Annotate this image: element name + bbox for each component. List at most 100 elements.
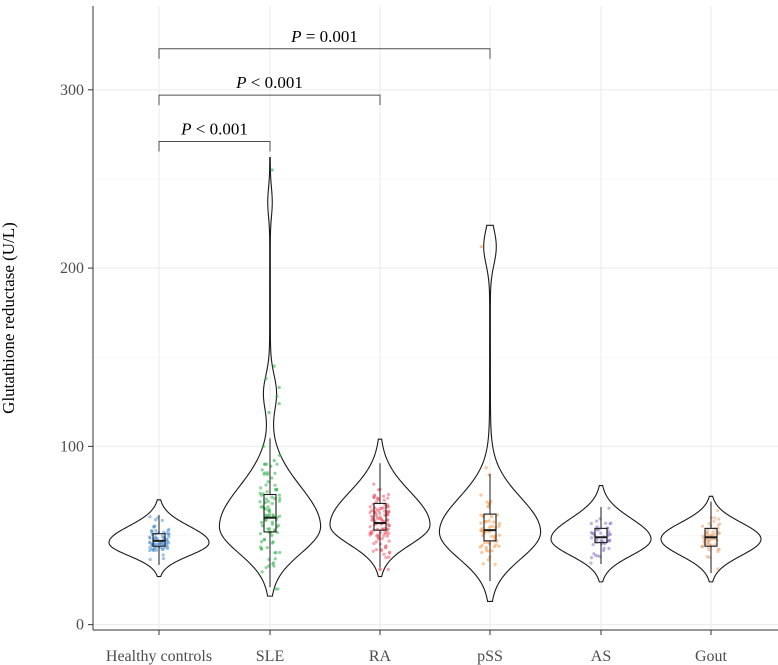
data-point <box>492 545 497 549</box>
data-point <box>153 518 158 522</box>
data-point <box>608 522 612 526</box>
data-point <box>707 521 711 525</box>
y-tick-label: 300 <box>60 82 84 99</box>
data-point <box>368 505 372 509</box>
x-tick-label: RA <box>369 648 392 665</box>
data-point <box>372 495 376 500</box>
data-point <box>266 505 270 509</box>
data-point <box>489 515 494 519</box>
data-point <box>149 529 154 533</box>
data-point <box>716 523 720 527</box>
data-point <box>497 533 502 537</box>
data-point <box>262 538 266 542</box>
significance-bracket: P < 0.001 <box>158 73 381 106</box>
data-point <box>607 530 611 534</box>
data-point <box>160 518 164 522</box>
violin-group <box>108 499 210 578</box>
data-point <box>277 401 281 406</box>
y-tick-label: 0 <box>76 617 84 634</box>
data-point <box>264 497 269 501</box>
data-point <box>278 550 282 555</box>
y-axis-title: Glutathione reductase (U/L) <box>0 222 18 414</box>
violin-group <box>438 224 542 603</box>
significance-bracket: P = 0.001 <box>158 27 491 59</box>
data-point <box>265 513 269 517</box>
data-point <box>713 516 717 520</box>
data-point <box>382 533 386 538</box>
data-point <box>479 521 483 525</box>
data-point <box>604 521 608 525</box>
data-point <box>607 539 612 543</box>
data-point <box>602 548 606 553</box>
data-point <box>275 394 279 399</box>
box-iqr <box>594 527 608 544</box>
violin-outline <box>108 499 210 578</box>
data-point <box>375 534 379 538</box>
data-point <box>157 542 162 546</box>
data-point <box>267 410 271 415</box>
data-point <box>150 547 154 551</box>
data-point <box>263 471 267 475</box>
data-point <box>274 551 278 555</box>
data-point <box>154 528 158 533</box>
data-point <box>495 513 500 517</box>
data-point <box>264 483 268 487</box>
data-point <box>270 501 274 506</box>
data-point <box>276 523 281 528</box>
violin-outline <box>438 224 542 603</box>
data-point <box>487 525 492 529</box>
data-point <box>386 496 390 500</box>
axes: 0 100 200 300 Healthy controls SLE RA pSS AS Gout <box>60 6 778 665</box>
data-point <box>167 527 171 531</box>
data-point <box>387 551 392 555</box>
y-tick-label: 200 <box>60 260 84 277</box>
data-point <box>378 567 382 571</box>
data-point <box>712 519 716 523</box>
data-point <box>486 558 490 562</box>
data-point <box>497 544 501 548</box>
data-point <box>608 532 613 536</box>
data-point <box>152 525 156 529</box>
data-point <box>278 496 282 501</box>
data-point <box>370 508 374 512</box>
data-point <box>368 525 372 529</box>
data-point <box>273 483 277 487</box>
data-point <box>271 540 275 544</box>
data-point <box>259 486 263 490</box>
data-point <box>486 504 490 508</box>
data-point <box>712 532 716 536</box>
data-point <box>265 490 269 494</box>
data-point <box>479 493 483 497</box>
data-point <box>372 482 376 486</box>
data-point <box>387 555 391 559</box>
violins <box>108 156 762 603</box>
data-point <box>492 535 497 539</box>
data-point <box>707 542 711 546</box>
violin-group <box>218 156 322 597</box>
data-point <box>600 538 604 543</box>
data-point <box>372 541 376 546</box>
bracket-line <box>158 94 381 106</box>
data-point <box>276 587 280 591</box>
data-point <box>259 547 263 551</box>
data-point <box>485 500 489 504</box>
data-point <box>266 480 270 484</box>
data-point <box>383 509 387 513</box>
data-point <box>383 545 388 549</box>
data-point <box>277 453 282 457</box>
bracket-line <box>158 140 271 152</box>
data-point <box>260 520 264 525</box>
data-point <box>278 514 282 518</box>
data-point <box>387 539 391 543</box>
data-point <box>275 530 280 535</box>
data-point <box>371 549 375 553</box>
data-point <box>162 530 166 534</box>
data-point <box>265 545 269 550</box>
data-point <box>490 549 494 553</box>
data-point <box>377 511 382 515</box>
data-point <box>155 537 159 541</box>
data-point <box>380 537 384 541</box>
y-tick-label: 100 <box>60 438 84 455</box>
data-point <box>589 556 594 560</box>
data-point <box>480 543 484 548</box>
